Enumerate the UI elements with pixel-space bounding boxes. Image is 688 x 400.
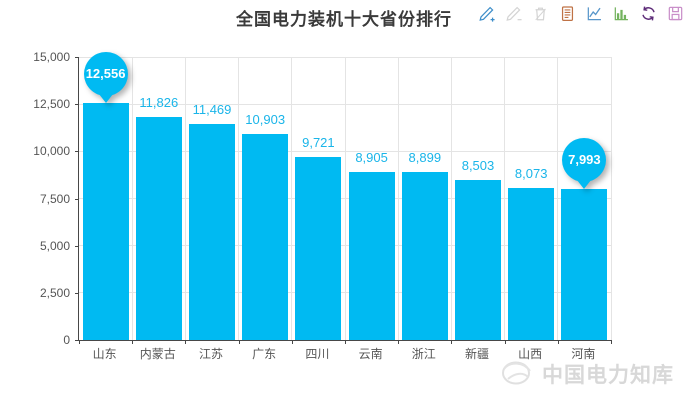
x-axis-tick bbox=[398, 340, 400, 344]
bar[interactable] bbox=[82, 103, 129, 340]
x-axis-label: 江苏 bbox=[198, 347, 223, 361]
x-axis-label: 云南 bbox=[358, 347, 383, 361]
bar[interactable] bbox=[401, 172, 448, 340]
y-axis-tick bbox=[75, 340, 79, 341]
data-view-icon[interactable] bbox=[558, 4, 577, 23]
y-axis: 0 2,500 5,000 7,500 10,000 12,500 15,000 bbox=[0, 50, 70, 347]
bar-value-label: 11,826 bbox=[139, 94, 179, 110]
y-axis-label: 0 bbox=[63, 333, 70, 347]
toolbar bbox=[477, 4, 685, 23]
x-axis-tick bbox=[185, 340, 187, 344]
v-gridline bbox=[450, 57, 452, 340]
x-axis-label: 新疆 bbox=[464, 347, 489, 361]
x-axis-tick bbox=[345, 340, 346, 344]
v-gridline bbox=[291, 57, 293, 340]
bar[interactable] bbox=[242, 134, 289, 340]
emblem-logo-icon bbox=[499, 354, 535, 393]
v-gridline bbox=[397, 57, 399, 340]
x-axis-label: 内蒙古 bbox=[139, 347, 176, 361]
x-axis-label: 山东 bbox=[92, 347, 117, 361]
chart-title: 全国电力装机十大省份排行 bbox=[236, 10, 452, 29]
refresh-icon[interactable] bbox=[639, 4, 658, 23]
x-axis-tick bbox=[238, 340, 240, 344]
pin-value-label: 7,993 bbox=[562, 138, 607, 183]
x-axis-label: 河南 bbox=[571, 347, 596, 361]
y-axis-tick bbox=[75, 57, 79, 58]
pin-tail bbox=[94, 89, 117, 104]
bar[interactable] bbox=[561, 189, 608, 340]
y-axis-label: 10,000 bbox=[33, 144, 70, 159]
y-axis-tick bbox=[75, 104, 79, 106]
x-axis-tick bbox=[79, 340, 80, 344]
y-axis-tick bbox=[75, 198, 79, 200]
x-axis-tick bbox=[504, 340, 506, 344]
x-axis-labels: 山东 内蒙古 江苏 广东 四川 云南 浙江 新疆 山西 河南 bbox=[78, 345, 610, 363]
y-axis-label: 15,000 bbox=[33, 50, 70, 64]
y-axis-tick bbox=[75, 292, 79, 294]
y-axis-label: 12,500 bbox=[33, 97, 70, 112]
x-axis-tick bbox=[557, 340, 559, 344]
pin-marker: 7,993 bbox=[562, 138, 607, 190]
trash-icon[interactable] bbox=[531, 4, 550, 23]
v-gridline bbox=[184, 57, 186, 340]
v-gridline bbox=[504, 57, 506, 340]
bar[interactable] bbox=[135, 116, 182, 340]
y-axis-label: 2,500 bbox=[39, 285, 70, 300]
v-gridline bbox=[131, 57, 133, 340]
y-axis-label: 7,500 bbox=[39, 191, 70, 206]
bar-value-label: 8,905 bbox=[355, 150, 388, 165]
pin-marker: 12,556 bbox=[83, 52, 128, 104]
bar-value-label: 11,469 bbox=[192, 101, 232, 117]
line-chart-icon[interactable] bbox=[585, 4, 604, 23]
save-image-icon[interactable] bbox=[666, 4, 685, 23]
v-gridline bbox=[557, 57, 559, 340]
v-gridline bbox=[610, 57, 612, 340]
y-axis-tick bbox=[75, 245, 79, 247]
bar-value-label: 10,903 bbox=[245, 112, 286, 128]
x-axis-tick bbox=[611, 340, 612, 344]
v-gridline bbox=[344, 57, 346, 340]
watermark: 中国电力知库 bbox=[499, 354, 674, 393]
watermark-text: 中国电力知库 bbox=[542, 363, 674, 387]
bar-value-label: 8,899 bbox=[408, 150, 442, 166]
x-axis-label: 浙江 bbox=[411, 347, 436, 361]
x-axis-tick bbox=[451, 340, 453, 344]
x-axis-tick bbox=[132, 340, 134, 344]
bar-value-label: 8,073 bbox=[514, 165, 548, 181]
y-axis-label: 5,000 bbox=[39, 238, 70, 253]
x-axis-label: 山西 bbox=[518, 347, 543, 361]
bar[interactable] bbox=[455, 179, 501, 340]
plot-area: 12,556 11,826 11,469 10,903 9,721 8,905 8,899 8… bbox=[75, 52, 612, 344]
bar[interactable] bbox=[508, 187, 555, 340]
y-axis-tick bbox=[75, 151, 79, 153]
bar[interactable] bbox=[348, 172, 395, 340]
pencil-minus-icon[interactable] bbox=[504, 4, 523, 23]
bar[interactable] bbox=[295, 156, 342, 340]
x-axis-label: 四川 bbox=[305, 347, 330, 361]
bar-chart-icon[interactable] bbox=[612, 4, 631, 23]
pin-value-label: 12,556 bbox=[83, 52, 128, 97]
bar-value-label: 8,503 bbox=[461, 157, 495, 173]
bar-value-label: 9,721 bbox=[302, 134, 335, 150]
x-axis-tick bbox=[291, 340, 293, 344]
bar[interactable] bbox=[189, 123, 235, 340]
v-gridline bbox=[238, 57, 240, 340]
pin-tail bbox=[573, 175, 596, 190]
x-axis-label: 广东 bbox=[252, 347, 277, 361]
pencil-plus-icon[interactable] bbox=[477, 4, 496, 23]
